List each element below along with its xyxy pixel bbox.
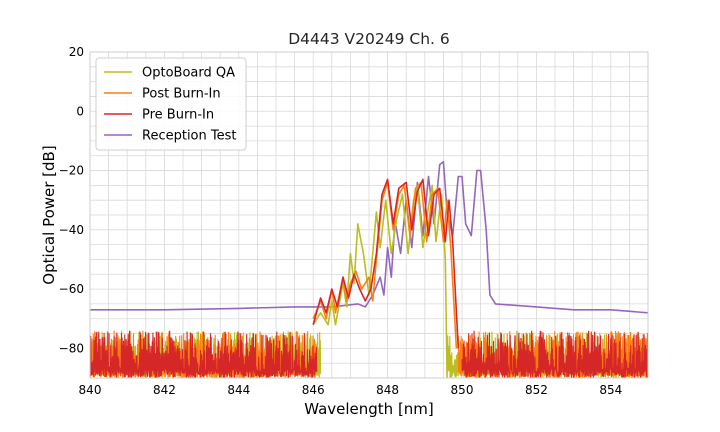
y-tick-label: −40 [59,223,84,237]
y-tick-label: −80 [59,341,84,355]
chart-title: D4443 V20249 Ch. 6 [288,30,450,48]
x-tick-label: 854 [599,383,622,397]
x-tick-label: 844 [227,383,250,397]
x-axis-label: Wavelength [nm] [304,400,434,418]
y-tick-label: −60 [59,282,84,296]
legend-label: OptoBoard QA [142,66,235,81]
y-axis-label: Optical Power [dB] [40,145,58,284]
x-tick-label: 842 [153,383,176,397]
x-tick-label: 846 [302,383,325,397]
x-tick-label: 840 [79,383,102,397]
y-tick-label: −20 [59,164,84,178]
y-axis: −80 −60 −40 −20 0 20 [59,45,84,355]
y-tick-label: 0 [76,104,84,118]
x-tick-label: 852 [525,383,548,397]
series-layer [90,160,648,378]
series-line [312,184,448,378]
series-line [90,160,648,314]
legend-label: Post Burn-In [142,87,221,102]
legend-frame [95,57,247,151]
series-pre-burn-in [90,178,648,378]
series-line [312,178,460,349]
x-tick-label: 850 [451,383,474,397]
x-axis: 840 842 844 846 848 850 852 854 [79,383,623,397]
legend-label: Pre Burn-In [142,108,214,123]
x-tick-label: 848 [376,383,399,397]
series-noise-line [90,330,648,378]
y-tick-label: 20 [69,45,84,59]
legend-label: Reception Test [142,129,236,144]
plot-frame [89,51,649,379]
series-reception-test [90,160,648,314]
legend: OptoBoard QA Post Burn-In Pre Burn-In Recep… [95,57,247,151]
